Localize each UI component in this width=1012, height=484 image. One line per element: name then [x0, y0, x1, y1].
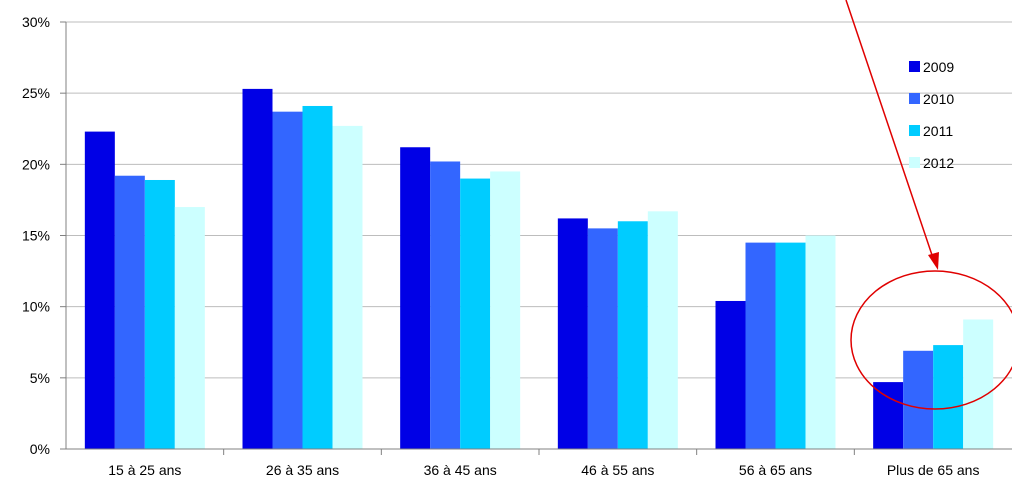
- highlight-ellipse: [850, 270, 1012, 410]
- bar-2012: [647, 211, 678, 449]
- y-tick-label: 5%: [30, 370, 50, 386]
- legend-swatch-2011: [909, 125, 920, 136]
- annotation-arrow-line: [845, 0, 934, 259]
- bar-2010: [272, 111, 303, 450]
- y-tick-label: 20%: [22, 156, 50, 172]
- legend: 2009 2010 2011 2012: [909, 59, 954, 171]
- y-tick-label: 0%: [30, 441, 50, 457]
- bar-2012: [332, 125, 363, 450]
- bar-2011: [144, 179, 175, 450]
- bar-2011: [775, 242, 806, 449]
- bar-2010: [587, 228, 618, 449]
- bar-2012: [963, 319, 994, 449]
- x-tick-label: 46 à 55 ans: [581, 462, 654, 478]
- legend-label-2012: 2012: [923, 155, 954, 171]
- x-tick-label: Plus de 65 ans: [887, 462, 980, 478]
- annotation: [845, 0, 1012, 410]
- x-tick-label: 26 à 35 ans: [266, 462, 339, 478]
- legend-swatch-2012: [909, 157, 920, 168]
- bar-2009: [242, 88, 273, 449]
- bar-2012: [174, 207, 205, 449]
- legend-swatch-2010: [909, 93, 920, 104]
- y-axis-ticks: 0% 5% 10% 15% 20% 25% 30%: [22, 14, 66, 457]
- x-tick-label: 56 à 65 ans: [739, 462, 812, 478]
- annotation-arrow-head: [928, 252, 939, 270]
- bar-2011: [460, 178, 491, 450]
- bar-2010: [114, 175, 145, 449]
- x-axis-labels: 15 à 25 ans 26 à 35 ans 36 à 45 ans 46 à 55…: [108, 449, 979, 478]
- gridlines: [66, 21, 1012, 379]
- bar-2009: [400, 147, 431, 449]
- bar-2012: [805, 235, 836, 449]
- bar-2011: [617, 221, 648, 449]
- bar-2011: [933, 345, 964, 449]
- legend-label-2010: 2010: [923, 91, 954, 107]
- bar-2009: [873, 382, 904, 449]
- bar-2009: [715, 300, 746, 449]
- bar-2010: [745, 242, 776, 449]
- bar-2009: [557, 218, 588, 449]
- legend-swatch-2009: [909, 61, 920, 72]
- bar-2010: [430, 161, 461, 449]
- y-tick-label: 15%: [22, 228, 50, 244]
- bar-2009: [84, 131, 115, 449]
- y-tick-label: 30%: [22, 14, 50, 30]
- legend-label-2009: 2009: [923, 59, 954, 75]
- bar-2011: [302, 105, 333, 449]
- bar-2012: [490, 171, 521, 449]
- bars: [84, 88, 994, 450]
- x-tick-label: 15 à 25 ans: [108, 462, 181, 478]
- bar-2010: [903, 350, 934, 449]
- x-tick-label: 36 à 45 ans: [424, 462, 497, 478]
- y-tick-label: 10%: [22, 299, 50, 315]
- y-tick-label: 25%: [22, 85, 50, 101]
- legend-label-2011: 2011: [923, 123, 953, 139]
